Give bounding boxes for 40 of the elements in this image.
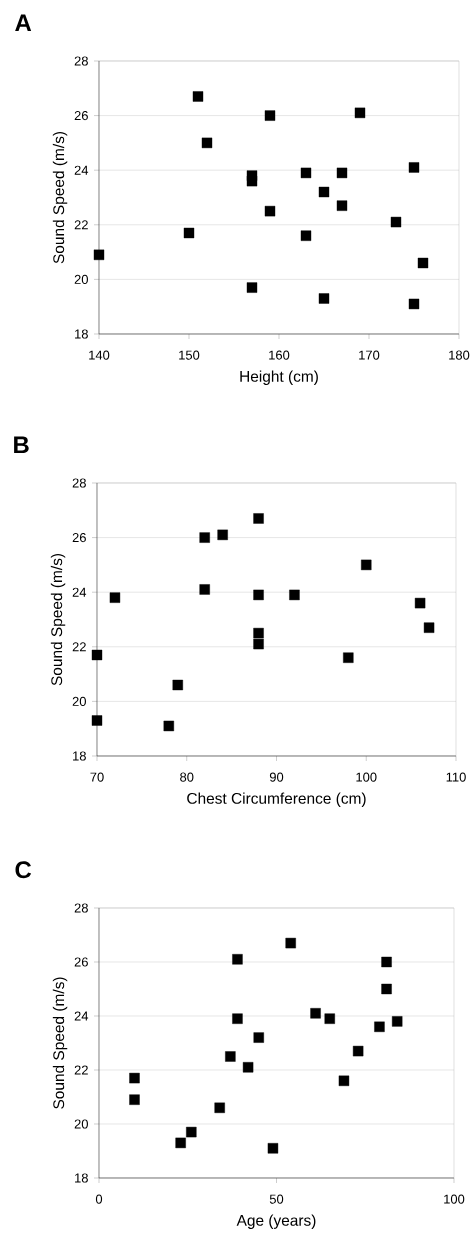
x-axis-title: Height (cm) xyxy=(240,370,318,385)
x-axis-title: Age (years) xyxy=(236,1214,316,1229)
y-axis-title: Sound Speed (m/s) xyxy=(52,977,68,1109)
y-tick-label: 22 xyxy=(74,1065,88,1075)
x-tick-label: 180 xyxy=(449,350,470,360)
x-tick-label: 150 xyxy=(179,350,200,360)
x-tick-label: 0 xyxy=(95,1194,103,1204)
x-tick-label: 100 xyxy=(444,1194,465,1204)
y-tick-label: 22 xyxy=(74,220,88,230)
x-tick-label: 140 xyxy=(89,350,110,360)
y-tick-label: 20 xyxy=(74,1119,88,1129)
y-tick-label: 24 xyxy=(74,1011,89,1021)
chart-title: B xyxy=(14,436,29,454)
y-tick-label: 18 xyxy=(75,1173,88,1183)
x-tick-label: 90 xyxy=(269,772,284,782)
y-tick-label: 26 xyxy=(74,111,88,121)
x-tick-label: 70 xyxy=(90,772,104,782)
y-axis-title: Sound Speed (m/s) xyxy=(52,131,68,264)
y-tick-label: 18 xyxy=(73,751,86,761)
y-tick-label: 20 xyxy=(72,696,86,706)
chart-title: A xyxy=(15,14,32,32)
x-tick-label: 100 xyxy=(356,772,377,782)
y-tick-label: 24 xyxy=(72,587,87,597)
y-tick-label: 22 xyxy=(72,642,86,652)
y-tick-label: 28 xyxy=(72,478,86,488)
chart-title: C xyxy=(15,861,32,879)
y-tick-label: 28 xyxy=(74,903,88,913)
x-tick-label: 50 xyxy=(269,1194,284,1204)
y-tick-label: 20 xyxy=(74,274,88,284)
x-axis-title: Chest Circumference (cm) xyxy=(187,792,366,807)
y-tick-label: 24 xyxy=(74,165,89,175)
y-tick-label: 26 xyxy=(74,957,88,967)
y-tick-label: 18 xyxy=(75,329,88,339)
x-tick-label: 170 xyxy=(359,350,380,360)
y-tick-label: 28 xyxy=(74,56,88,66)
y-axis-title: Sound Speed (m/s) xyxy=(50,553,66,686)
x-tick-label: 110 xyxy=(446,772,466,782)
y-tick-label: 26 xyxy=(72,533,86,543)
x-tick-label: 80 xyxy=(180,772,194,782)
x-tick-label: 160 xyxy=(269,350,290,360)
